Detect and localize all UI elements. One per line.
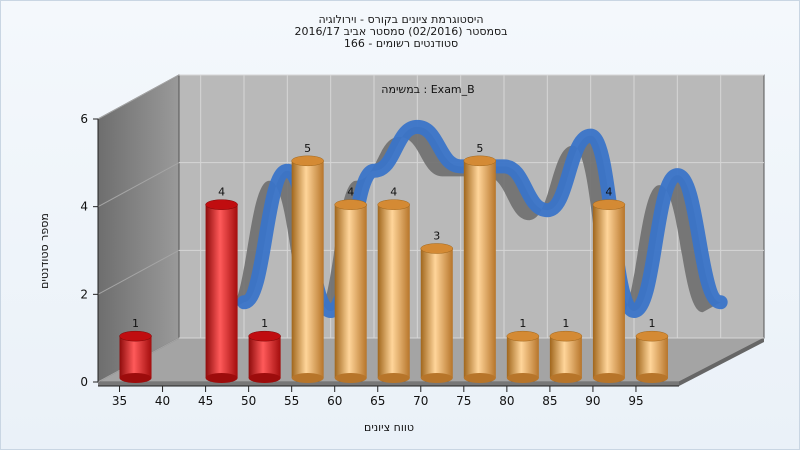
bar-45: 4: [205, 186, 238, 383]
data-label: 1: [562, 317, 569, 330]
inner-label: במשימה : Exam_B: [381, 83, 474, 96]
x-tick-label: 70: [413, 394, 428, 408]
x-tick-label: 85: [542, 394, 557, 408]
data-label: 1: [132, 317, 139, 330]
y-tick-label: 6: [80, 112, 88, 126]
bar-top: [334, 199, 367, 210]
x-tick-label: 95: [628, 394, 643, 408]
bar-body: [463, 160, 496, 378]
bar-body: [420, 248, 453, 378]
bar-bottom: [549, 373, 582, 383]
x-tick-label: 35: [112, 394, 127, 408]
bar-body: [377, 204, 410, 378]
y-tick-label: 2: [80, 287, 88, 301]
bar-body: [119, 336, 152, 378]
chart-title-line: בסמסטר (02/2016) סמסטר אביב 2016/17: [294, 25, 507, 38]
data-label: 1: [261, 317, 268, 330]
x-tick-label: 55: [284, 394, 299, 408]
bar-bottom: [119, 373, 152, 383]
data-label: 5: [476, 142, 483, 155]
data-label: 5: [304, 142, 311, 155]
bar-top: [377, 199, 410, 210]
trend-ribbon-shadow: [226, 126, 721, 322]
bar-bottom: [592, 373, 625, 383]
floor-edge: [98, 382, 679, 386]
bar-bottom: [463, 373, 496, 383]
grid-line-side: [97, 249, 180, 295]
bar-bottom: [506, 373, 539, 383]
y-axis-title: מספר סטודנטים: [38, 213, 51, 289]
bar-bottom: [334, 373, 367, 383]
bar-bottom: [635, 373, 668, 383]
bar-body: [334, 204, 367, 378]
bar-body: [205, 204, 238, 378]
x-tick-label: 50: [241, 394, 256, 408]
bar-top: [291, 155, 324, 167]
bar-top: [420, 243, 454, 254]
bar-body: [635, 336, 668, 378]
bar-top: [549, 330, 583, 342]
bar-body: [248, 336, 281, 378]
data-label: 4: [347, 186, 354, 199]
bar-body: [592, 204, 625, 378]
y-tick-label: 4: [80, 200, 88, 214]
bar-70: 3: [420, 230, 454, 383]
bar-body: [549, 336, 582, 378]
bar-top: [119, 330, 152, 342]
bar-50: 1: [248, 317, 281, 383]
data-label: 1: [648, 317, 655, 330]
x-tick-label: 60: [327, 394, 342, 408]
bar-65: 4: [377, 186, 410, 383]
bar-body: [291, 160, 324, 378]
x-tick-label: 75: [456, 394, 471, 408]
bar-body: [506, 336, 539, 378]
data-label: 3: [433, 230, 440, 243]
y-tick-label: 0: [80, 375, 88, 389]
x-tick-label: 40: [155, 394, 170, 408]
bar-bottom: [377, 373, 410, 383]
x-tick-label: 80: [499, 394, 514, 408]
bar-top: [592, 199, 626, 210]
bar-55: 5: [291, 142, 324, 383]
grid-line-side: [97, 74, 180, 120]
bar-bottom: [205, 373, 238, 383]
bar-75: 5: [463, 142, 497, 383]
floor-side-edge: [679, 338, 764, 386]
bar-80: 1: [506, 317, 540, 383]
x-axis-title: טווח ציונים: [364, 421, 414, 434]
bar-60: 4: [334, 186, 367, 383]
data-label: 4: [605, 186, 612, 199]
x-tick-label: 90: [585, 394, 600, 408]
chart-title-line: היסטוגרמת ציונים בקורס - וירולוגיה: [318, 13, 483, 26]
bar-85: 1: [549, 317, 583, 383]
data-label: 4: [390, 186, 397, 199]
bar-top: [506, 330, 540, 342]
bar-bottom: [420, 373, 453, 383]
bar-top: [205, 199, 238, 210]
bar-top: [635, 330, 669, 342]
data-label: 4: [218, 186, 225, 199]
bar-bottom: [248, 373, 281, 383]
bar-90: 4: [592, 186, 626, 383]
bar-top: [463, 155, 497, 167]
x-tick-label: 65: [370, 394, 385, 408]
bar-95: 1: [635, 317, 669, 383]
bar-bottom: [291, 373, 324, 383]
chart-title-line: סטודנטים רשומים - 166: [344, 37, 458, 50]
grid-line-side: [97, 162, 180, 208]
x-tick-label: 45: [198, 394, 213, 408]
data-label: 1: [519, 317, 526, 330]
bar-35: 1: [119, 317, 152, 383]
bar-top: [248, 330, 281, 342]
